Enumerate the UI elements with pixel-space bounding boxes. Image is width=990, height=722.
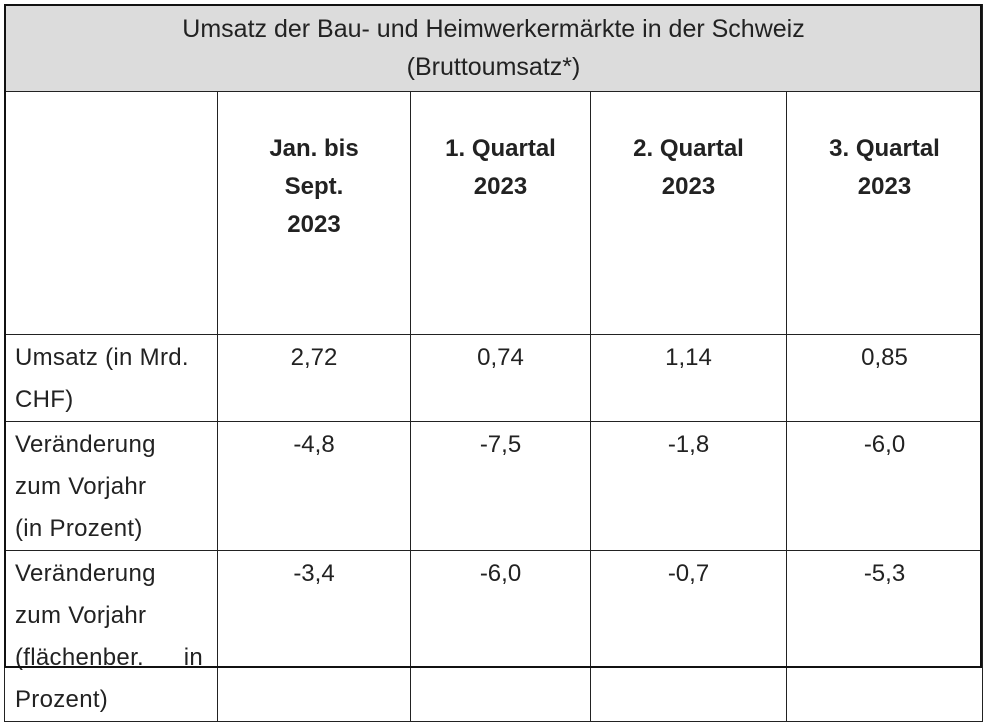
table-cell: -1,8 (590, 421, 787, 551)
column-header-line: Sept. (284, 173, 344, 200)
row-label-word: in (183, 644, 203, 671)
row-label-umsatz: Umsatz (in Mrd. CHF) (4, 334, 218, 422)
column-header-line: 1. Quartal (445, 135, 556, 162)
column-header-q3: 3. Quartal 2023 (786, 91, 983, 335)
row-label-line: zum Vorjahr (15, 602, 147, 629)
column-header-line: 2023 (857, 173, 912, 200)
column-header-line: Jan. bis (269, 135, 359, 162)
table-title-line-1: Umsatz der Bau- und Heimwerkermärkte in … (182, 15, 805, 43)
table-cell: 0,74 (410, 334, 591, 422)
header-row: Jan. bis Sept. 2023 1. Quartal 2023 2. Q… (4, 91, 983, 335)
row-label-line: Umsatz (in Mrd. (15, 344, 189, 371)
column-header-line: 3. Quartal (829, 135, 940, 162)
row-label-line: CHF) (15, 386, 74, 413)
table-title-line-2: (Bruttoumsatz*) (406, 53, 581, 81)
table-outer-border (4, 4, 982, 668)
row-label-change-percent: Veränderung zum Vorjahr (in Prozent) (4, 421, 218, 551)
column-header-jan-sept: Jan. bis Sept. 2023 (217, 91, 411, 335)
row-label-line: (in Prozent) (15, 515, 143, 542)
table-cell: 0,85 (786, 334, 983, 422)
column-header-line: 2023 (473, 173, 528, 200)
column-header-line: 2023 (661, 173, 716, 200)
table-cell: -4,8 (217, 421, 411, 551)
column-header-line: 2. Quartal (633, 135, 744, 162)
row-label-line: Veränderung (15, 431, 156, 458)
table-cell: 2,72 (217, 334, 411, 422)
row-label-line: zum Vorjahr (15, 473, 147, 500)
column-header-line: 2023 (287, 211, 341, 238)
row-label-line: Prozent) (15, 686, 109, 713)
table-row-umsatz: Umsatz (in Mrd. CHF) 2,72 0,74 1,14 0,85 (4, 334, 983, 422)
column-header-q1: 1. Quartal 2023 (410, 91, 591, 335)
table-title: Umsatz der Bau- und Heimwerkermärkte in … (4, 4, 983, 92)
row-label-line: Veränderung (15, 560, 156, 587)
column-header-q2: 2. Quartal 2023 (590, 91, 787, 335)
